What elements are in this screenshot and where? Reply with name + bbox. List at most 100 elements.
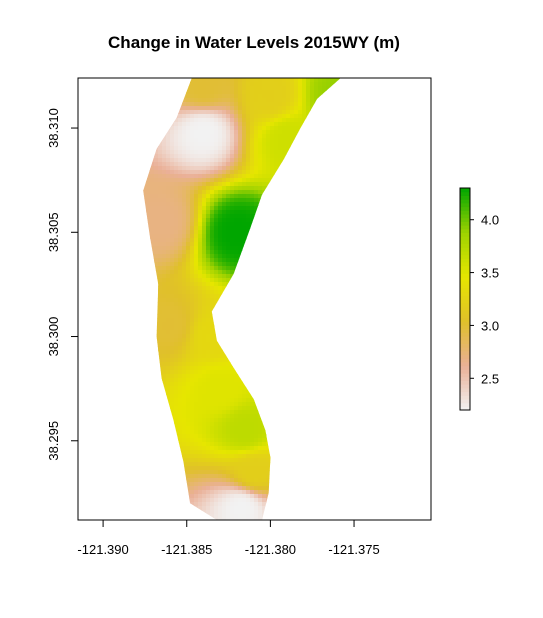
raster-cell bbox=[278, 390, 283, 395]
raster-cell bbox=[358, 246, 363, 251]
raster-cell bbox=[202, 326, 207, 331]
raster-cell bbox=[198, 262, 203, 267]
raster-cell bbox=[214, 86, 219, 91]
raster-cell bbox=[286, 286, 291, 291]
raster-cell bbox=[342, 170, 347, 175]
raster-cell bbox=[138, 362, 143, 367]
raster-cell bbox=[350, 314, 355, 319]
raster-cell bbox=[146, 338, 151, 343]
raster-cell bbox=[170, 358, 175, 363]
raster-cell bbox=[346, 154, 351, 159]
raster-cell bbox=[330, 318, 335, 323]
raster-cell bbox=[374, 406, 379, 411]
raster-cell bbox=[294, 274, 299, 279]
raster-cell bbox=[274, 134, 279, 139]
raster-cell bbox=[190, 378, 195, 383]
raster-cell bbox=[346, 370, 351, 375]
raster-cell bbox=[186, 378, 191, 383]
raster-cell bbox=[194, 182, 199, 187]
raster-cell bbox=[166, 174, 171, 179]
raster-cell bbox=[342, 406, 347, 411]
raster-cell bbox=[154, 282, 159, 287]
raster-cell bbox=[154, 166, 159, 171]
raster-cell bbox=[306, 326, 311, 331]
raster-cell bbox=[198, 330, 203, 335]
raster-cell bbox=[174, 162, 179, 167]
raster-cell bbox=[254, 254, 259, 259]
raster-cell bbox=[190, 162, 195, 167]
raster-cell bbox=[310, 202, 315, 207]
raster-cell bbox=[306, 94, 311, 99]
raster-cell bbox=[370, 242, 375, 247]
raster-cell bbox=[254, 306, 259, 311]
raster-cell bbox=[346, 218, 351, 223]
raster-cell bbox=[194, 146, 199, 151]
raster-cell bbox=[186, 290, 191, 295]
raster-cell bbox=[374, 274, 379, 279]
raster-cell bbox=[266, 146, 271, 151]
raster-cell bbox=[254, 238, 259, 243]
raster-cell bbox=[218, 230, 223, 235]
raster-cell bbox=[258, 218, 263, 223]
raster-cell bbox=[294, 158, 299, 163]
raster-cell bbox=[294, 122, 299, 127]
raster-cell bbox=[282, 154, 287, 159]
raster-cell bbox=[298, 158, 303, 163]
raster-cell bbox=[326, 198, 331, 203]
raster-cell bbox=[234, 310, 239, 315]
raster-cell bbox=[254, 394, 259, 399]
raster-cell bbox=[238, 346, 243, 351]
raster-cell bbox=[274, 326, 279, 331]
raster-cell bbox=[298, 366, 303, 371]
raster-cell bbox=[182, 286, 187, 291]
raster-cell bbox=[250, 182, 255, 187]
raster-cell bbox=[242, 350, 247, 355]
raster-cell bbox=[146, 130, 151, 135]
raster-cell bbox=[294, 114, 299, 119]
raster-cell bbox=[158, 406, 163, 411]
raster-cell bbox=[158, 322, 163, 327]
raster-cell bbox=[374, 310, 379, 315]
raster-cell bbox=[342, 278, 347, 283]
raster-cell bbox=[270, 242, 275, 247]
raster-cell bbox=[298, 130, 303, 135]
raster-cell bbox=[258, 210, 263, 215]
raster-cell bbox=[242, 258, 247, 263]
raster-cell bbox=[226, 334, 231, 339]
raster-cell bbox=[286, 122, 291, 127]
raster-cell bbox=[218, 198, 223, 203]
raster-cell bbox=[350, 342, 355, 347]
raster-cell bbox=[174, 262, 179, 267]
raster-cell bbox=[354, 350, 359, 355]
raster-cell bbox=[234, 226, 239, 231]
raster-cell bbox=[250, 266, 255, 271]
raster-cell bbox=[154, 114, 159, 119]
raster-cell bbox=[194, 314, 199, 319]
raster-cell bbox=[182, 78, 187, 83]
raster-cell bbox=[318, 246, 323, 251]
raster-cell bbox=[326, 190, 331, 195]
raster-cell bbox=[322, 126, 327, 131]
raster-cell bbox=[143, 90, 147, 95]
raster-cell bbox=[158, 306, 163, 311]
raster-cell bbox=[230, 238, 235, 243]
raster-cell bbox=[170, 378, 175, 383]
raster-cell bbox=[374, 78, 379, 83]
raster-cell bbox=[234, 246, 239, 251]
raster-cell bbox=[226, 98, 231, 103]
raster-cell bbox=[218, 354, 223, 359]
raster-cell bbox=[346, 174, 351, 179]
raster-cell bbox=[326, 398, 331, 403]
raster-cell bbox=[206, 394, 211, 399]
raster-cell bbox=[250, 226, 255, 231]
raster-cell bbox=[322, 90, 327, 95]
raster-cell bbox=[218, 78, 223, 83]
raster-cell bbox=[246, 258, 251, 263]
raster-cell bbox=[358, 222, 363, 227]
raster-cell bbox=[138, 166, 143, 171]
raster-cell bbox=[158, 94, 163, 99]
raster-cell bbox=[222, 154, 227, 159]
raster-cell bbox=[354, 270, 359, 275]
raster-cell bbox=[282, 150, 287, 155]
raster-cell bbox=[214, 362, 219, 367]
